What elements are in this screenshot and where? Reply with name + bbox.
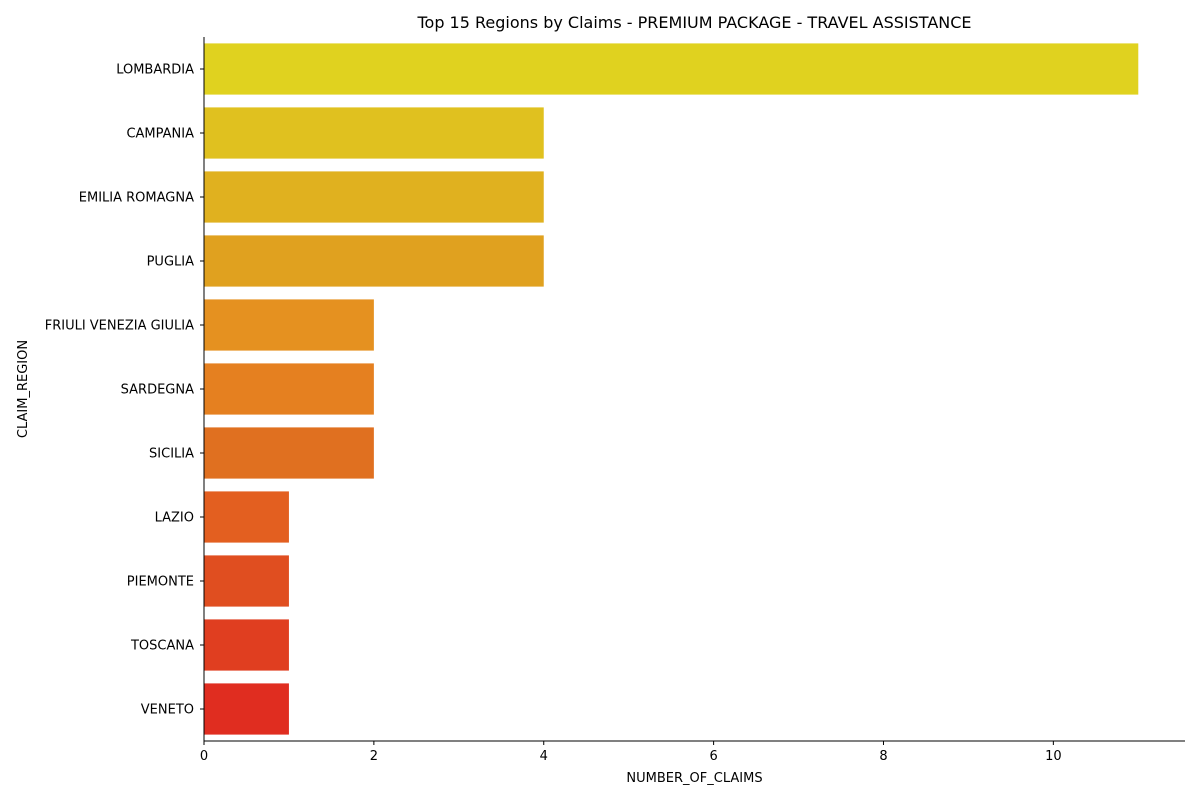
x-tick-label: 10 [1045,749,1062,764]
bar [204,43,1139,95]
y-tick-label: PUGLIA [147,255,195,270]
y-tick-label: SICILIA [149,447,194,462]
x-tick-label: 0 [200,749,208,764]
y-tick-label: FRIULI VENEZIA GIULIA [45,319,194,334]
y-tick-label: CAMPANIA [126,127,194,142]
x-axis-ticks: 0 2 4 6 8 10 [200,741,1062,764]
bar [204,107,544,159]
y-tick-label: VENETO [141,703,194,718]
bar [204,555,289,607]
bars-group [204,43,1139,735]
y-tick-label: TOSCANA [130,639,194,654]
bar [204,235,544,287]
y-tick-label: LAZIO [155,511,194,526]
bar [204,427,374,479]
y-tick-label: EMILIA ROMAGNA [79,191,194,206]
bar [204,491,289,543]
x-tick-label: 6 [709,749,717,764]
x-axis-label: NUMBER_OF_CLAIMS [626,771,762,786]
chart-title: Top 15 Regions by Claims - PREMIUM PACKA… [416,13,971,32]
y-tick-label: SARDEGNA [121,383,194,398]
x-tick-label: 8 [879,749,887,764]
bar [204,619,289,671]
y-axis-label: CLAIM_REGION [16,340,31,438]
y-tick-label: LOMBARDIA [116,63,194,78]
bar [204,171,544,223]
bar [204,363,374,415]
y-axis-ticks: LOMBARDIA CAMPANIA EMILIA ROMAGNA PUGLIA FRI… [45,63,204,718]
bar [204,299,374,351]
x-tick-label: 2 [370,749,378,764]
y-tick-label: PIEMONTE [127,575,194,590]
bar [204,683,289,735]
x-tick-label: 4 [540,749,548,764]
